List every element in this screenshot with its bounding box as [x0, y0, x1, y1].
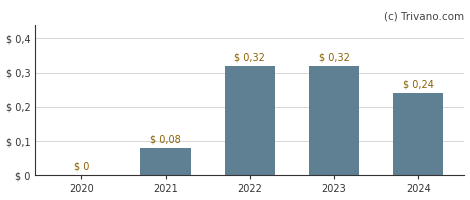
Bar: [225, 66, 275, 175]
Bar: [141, 148, 191, 175]
Text: (c) Trivano.com: (c) Trivano.com: [384, 12, 464, 22]
Text: $ 0,32: $ 0,32: [319, 52, 349, 62]
Bar: [393, 93, 443, 175]
Text: $ 0,24: $ 0,24: [403, 80, 434, 90]
Bar: [309, 66, 359, 175]
Text: $ 0,08: $ 0,08: [150, 135, 181, 145]
Text: $ 0,32: $ 0,32: [235, 52, 265, 62]
Text: $ 0: $ 0: [74, 162, 89, 172]
